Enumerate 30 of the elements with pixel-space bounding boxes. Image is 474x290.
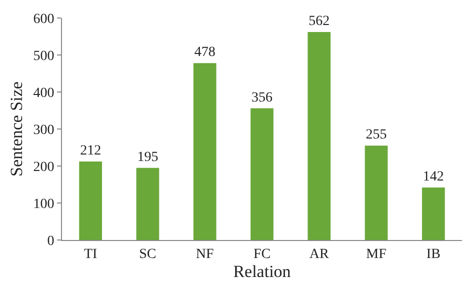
- y-tick-label: 0: [47, 234, 54, 249]
- y-tick-label: 300: [33, 122, 54, 138]
- data-label: 356: [252, 90, 272, 106]
- x-tick-label: AR: [309, 246, 330, 262]
- y-tick-label: 100: [33, 196, 54, 212]
- data-label: 212: [80, 144, 102, 159]
- y-tick-label: 500: [33, 48, 54, 64]
- bar: [193, 63, 216, 240]
- x-tick-label: IB: [426, 246, 440, 262]
- y-tick-label: 600: [33, 12, 54, 27]
- x-tick-label: MF: [366, 246, 387, 262]
- x-axis-title: Relation: [233, 262, 292, 282]
- bar: [79, 162, 102, 240]
- bar: [364, 146, 388, 240]
- data-label: 195: [137, 150, 158, 165]
- bar: [422, 187, 445, 240]
- data-label: 142: [422, 169, 444, 184]
- x-tick-label: FC: [253, 246, 271, 262]
- y-tick-label: 400: [33, 86, 54, 101]
- bar: [308, 32, 331, 240]
- y-tick-label: 200: [33, 160, 54, 175]
- x-tick-label: SC: [139, 246, 156, 262]
- bar: [250, 108, 274, 240]
- x-tick-label: TI: [84, 246, 98, 262]
- bar: [136, 168, 160, 240]
- data-label: 562: [308, 14, 330, 30]
- x-tick-label: NF: [196, 246, 214, 262]
- data-label: 255: [366, 128, 387, 143]
- y-axis-title: Sentence Size: [6, 82, 26, 176]
- data-label: 478: [194, 45, 216, 60]
